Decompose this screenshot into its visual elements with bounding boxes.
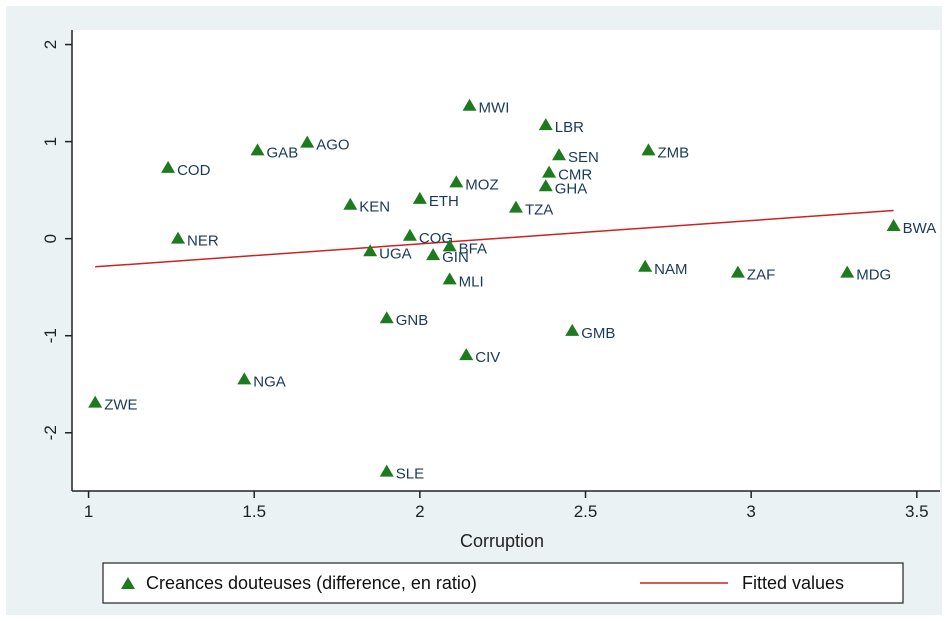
x-tick-label: 1 [84,502,93,521]
data-point-triangle [88,395,103,408]
point-label-eth: ETH [429,193,459,210]
data-point-triangle [363,244,378,257]
data-point-triangle [426,248,441,261]
point-label-gin: GIN [442,249,469,266]
point-label-gnb: GNB [396,312,429,329]
point-label-uga: UGA [379,245,412,262]
point-label-sle: SLE [396,466,424,483]
y-tick-label: 2 [41,40,60,49]
x-tick-label: 3 [746,502,755,521]
data-point-triangle [449,175,464,188]
point-label-civ: CIV [475,349,500,366]
data-point-triangle [462,98,477,111]
point-label-zmb: ZMB [657,144,689,161]
x-tick-label: 3.5 [905,502,929,521]
point-label-ner: NER [187,233,219,250]
data-point-triangle [237,372,252,385]
fitted-values-line [95,209,894,268]
x-tick-label: 2.5 [574,502,598,521]
point-label-moz: MOZ [465,176,498,193]
data-point-triangle [542,165,557,178]
data-point-triangle [641,143,656,156]
fitted-line-layer [95,209,894,268]
plot-area [72,30,940,491]
point-label-gha: GHA [555,180,588,197]
point-label-zaf: ZAF [747,267,775,284]
point-label-zwe: ZWE [104,397,137,414]
point-label-bwa: BWA [903,220,937,237]
point-label-nam: NAM [654,261,687,278]
legend-box [102,562,904,604]
y-tick-label: -2 [41,425,60,440]
point-label-tza: TZA [525,202,553,219]
x-tick-label: 1.5 [242,502,266,521]
legend-label-series-1: Creances douteuses (difference, en ratio… [146,573,477,593]
point-label-cmr: CMR [558,167,592,184]
y-tick-label: 1 [41,137,60,146]
point-label-ago: AGO [316,137,349,154]
y-tick-label: -1 [41,328,60,343]
data-point-triangle [300,135,315,148]
legend-label-series-2: Fitted values [742,573,844,593]
point-label-cog: COG [419,230,453,247]
data-point-triangle [379,464,394,477]
point-label-mdg: MDG [856,267,891,284]
point-label-gmb: GMB [581,325,615,342]
data-point-triangle [538,179,553,192]
data-point-triangle [171,231,186,244]
data-point-triangle [638,259,653,272]
x-tick-label: 2 [415,502,424,521]
data-point-triangle [442,239,457,252]
data-point-triangle [459,348,474,361]
legend-triangle-icon [121,577,135,589]
point-label-sen: SEN [568,149,599,166]
data-point-triangle [886,219,901,232]
data-point-triangle [730,265,745,278]
point-label-ken: KEN [359,199,390,216]
point-label-cod: COD [177,162,211,179]
data-point-triangle [508,200,523,213]
point-label-nga: NGA [253,373,286,390]
y-tick-label: 0 [41,234,60,243]
data-point-triangle [402,228,417,241]
x-axis-title: Corruption [460,531,544,551]
data-point-triangle [250,143,265,156]
data-point-triangle [442,272,457,285]
legend: Creances douteuses (difference, en ratio… [102,562,904,604]
data-point-triangle [552,148,567,161]
points-layer: MWI LBR AGO GAB ZMB SEN COD CMR MOZ GHA ETH KEN TZA B… [88,98,937,483]
x-axis-ticks: 1 1.5 2 2.5 3 3.5 [84,491,929,521]
data-point-triangle [343,197,358,210]
point-label-gab: GAB [267,144,299,161]
point-label-mwi: MWI [479,100,510,117]
data-point-triangle [840,265,855,278]
data-point-triangle [379,311,394,324]
point-label-bfa: BFA [459,240,487,257]
y-axis-ticks: -2 -1 0 1 2 [41,40,72,440]
data-point-triangle [161,160,176,173]
point-label-mli: MLI [459,273,484,290]
data-point-triangle [538,118,553,131]
data-point-triangle [565,323,580,336]
point-label-lbr: LBR [555,119,584,136]
data-point-triangle [412,191,427,204]
